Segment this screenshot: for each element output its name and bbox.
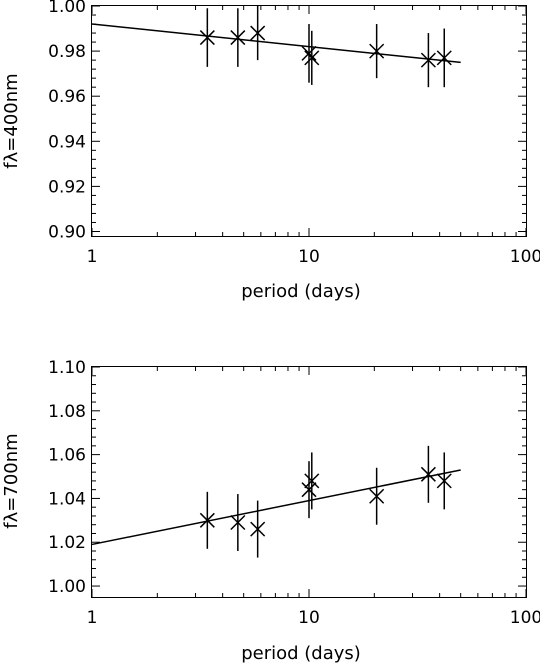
plot-frame [91,5,527,237]
y-tick-label: 1.00 [48,577,86,597]
data-layer [91,445,461,558]
data-point-stroke [436,50,452,66]
data-layer [91,6,461,88]
data-point [304,50,320,66]
x-tick-label: 1 [87,608,98,628]
data-point [369,43,385,59]
data-point [199,512,215,528]
axis-ticks [91,366,527,597]
data-point-stroke [304,473,320,489]
data-point-stroke [199,30,215,46]
y-tick-label: 1.04 [48,489,86,509]
x-axis-label: period (days) [241,643,361,663]
plot-frame [91,366,527,598]
data-point-stroke [369,43,385,59]
data-point [436,473,452,489]
fit-line [91,469,461,546]
data-point-stroke [250,521,266,537]
data-point-stroke [420,466,436,482]
y-axis-label: fλ=700nm [1,433,22,528]
data-point [250,521,266,537]
data-point-stroke [250,25,266,41]
data-point-stroke [230,30,246,46]
y-tick-label: 1.02 [48,533,86,553]
data-point-stroke [436,473,452,489]
data-point [369,488,385,504]
data-point [230,30,246,46]
y-tick-label: 0.96 [48,87,86,107]
x-tick-label: 100 [510,247,540,267]
data-point [230,514,246,531]
x-tick-label: 1 [87,247,98,267]
y-tick-label: 1.10 [48,358,86,378]
data-point-stroke [199,512,215,528]
x-tick-label: 10 [298,608,320,628]
y-tick-label: 1.08 [48,402,86,422]
data-point [199,30,215,46]
x-tick-label: 10 [298,247,320,267]
fit-line [91,23,461,64]
data-point-stroke [304,50,320,66]
y-tick-label: 0.98 [48,42,86,62]
y-tick-label: 0.92 [48,177,86,197]
data-point [420,52,436,68]
tick-labels: 1.00 1.02 1.04 1.06 1.08 1.10 1 10 100 [48,358,540,628]
data-point [250,25,266,41]
data-point [436,50,452,66]
tick-labels: 0.90 0.92 0.94 0.96 0.98 1.00 1 10 100 [48,0,540,267]
data-point [304,473,320,489]
data-point [420,466,436,482]
top-panel: 0.90 0.92 0.94 0.96 0.98 1.00 1 10 100 period (d… [1,0,540,302]
bottom-panel: 1.00 1.02 1.04 1.06 1.08 1.10 1 10 100 period (d… [1,358,540,664]
data-point-stroke [230,514,246,531]
x-tick-label: 100 [510,608,540,628]
data-point-stroke [420,52,436,68]
data-point-stroke [369,488,385,504]
x-axis-label: period (days) [241,281,361,302]
axis-ticks [91,5,527,236]
data-point [301,45,317,61]
data-point-stroke [301,45,317,61]
y-tick-label: 1.06 [48,446,86,466]
data-point [301,482,317,498]
data-point-stroke [301,482,317,498]
y-tick-label: 1.00 [48,0,86,17]
y-tick-label: 0.94 [48,132,86,152]
y-axis-label: fλ=400nm [1,73,22,168]
y-tick-label: 0.90 [48,222,86,242]
